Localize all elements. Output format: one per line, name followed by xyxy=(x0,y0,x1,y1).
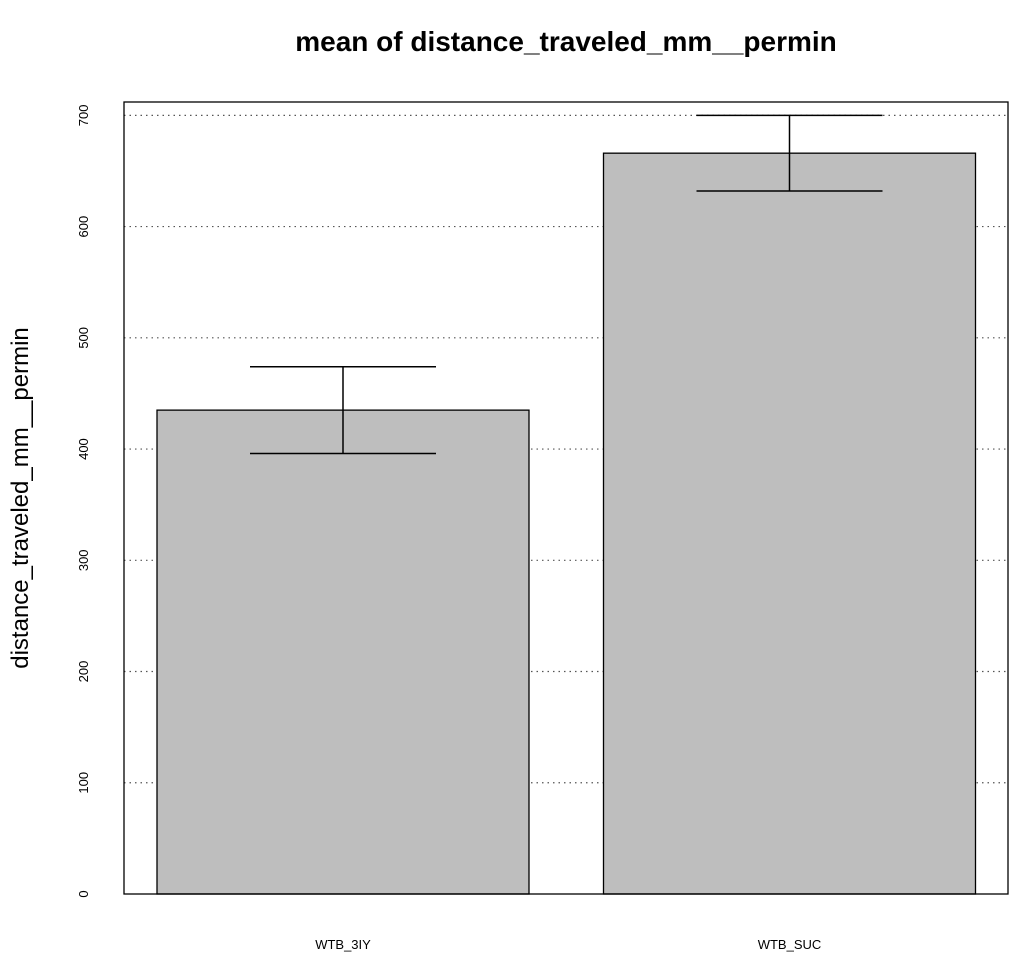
chart-title: mean of distance_traveled_mm__permin xyxy=(295,26,837,57)
y-tick-label: 100 xyxy=(76,772,91,794)
y-tick-label: 0 xyxy=(76,890,91,897)
error-bar xyxy=(250,365,436,455)
bar xyxy=(602,152,977,895)
y-axis-label: distance_traveled_mm__permin xyxy=(7,327,34,669)
y-tick-label: 600 xyxy=(76,216,91,238)
y-tick-label: 500 xyxy=(76,327,91,349)
x-category-label: WTB_SUC xyxy=(758,937,822,952)
y-tick-label: 200 xyxy=(76,661,91,683)
bar xyxy=(156,409,530,895)
error-bar xyxy=(696,114,883,192)
x-axis-categories: WTB_3IY WTB_SUC xyxy=(315,937,821,952)
x-category-label: WTB_3IY xyxy=(315,937,371,952)
y-axis-ticks: 0 100 200 300 400 500 600 700 xyxy=(76,104,91,897)
y-tick-label: 400 xyxy=(76,438,91,460)
error-bars xyxy=(250,114,883,455)
plot-frame xyxy=(123,101,1009,895)
y-tick-label: 300 xyxy=(76,549,91,571)
y-tick-label: 700 xyxy=(76,104,91,126)
bars xyxy=(156,152,977,895)
